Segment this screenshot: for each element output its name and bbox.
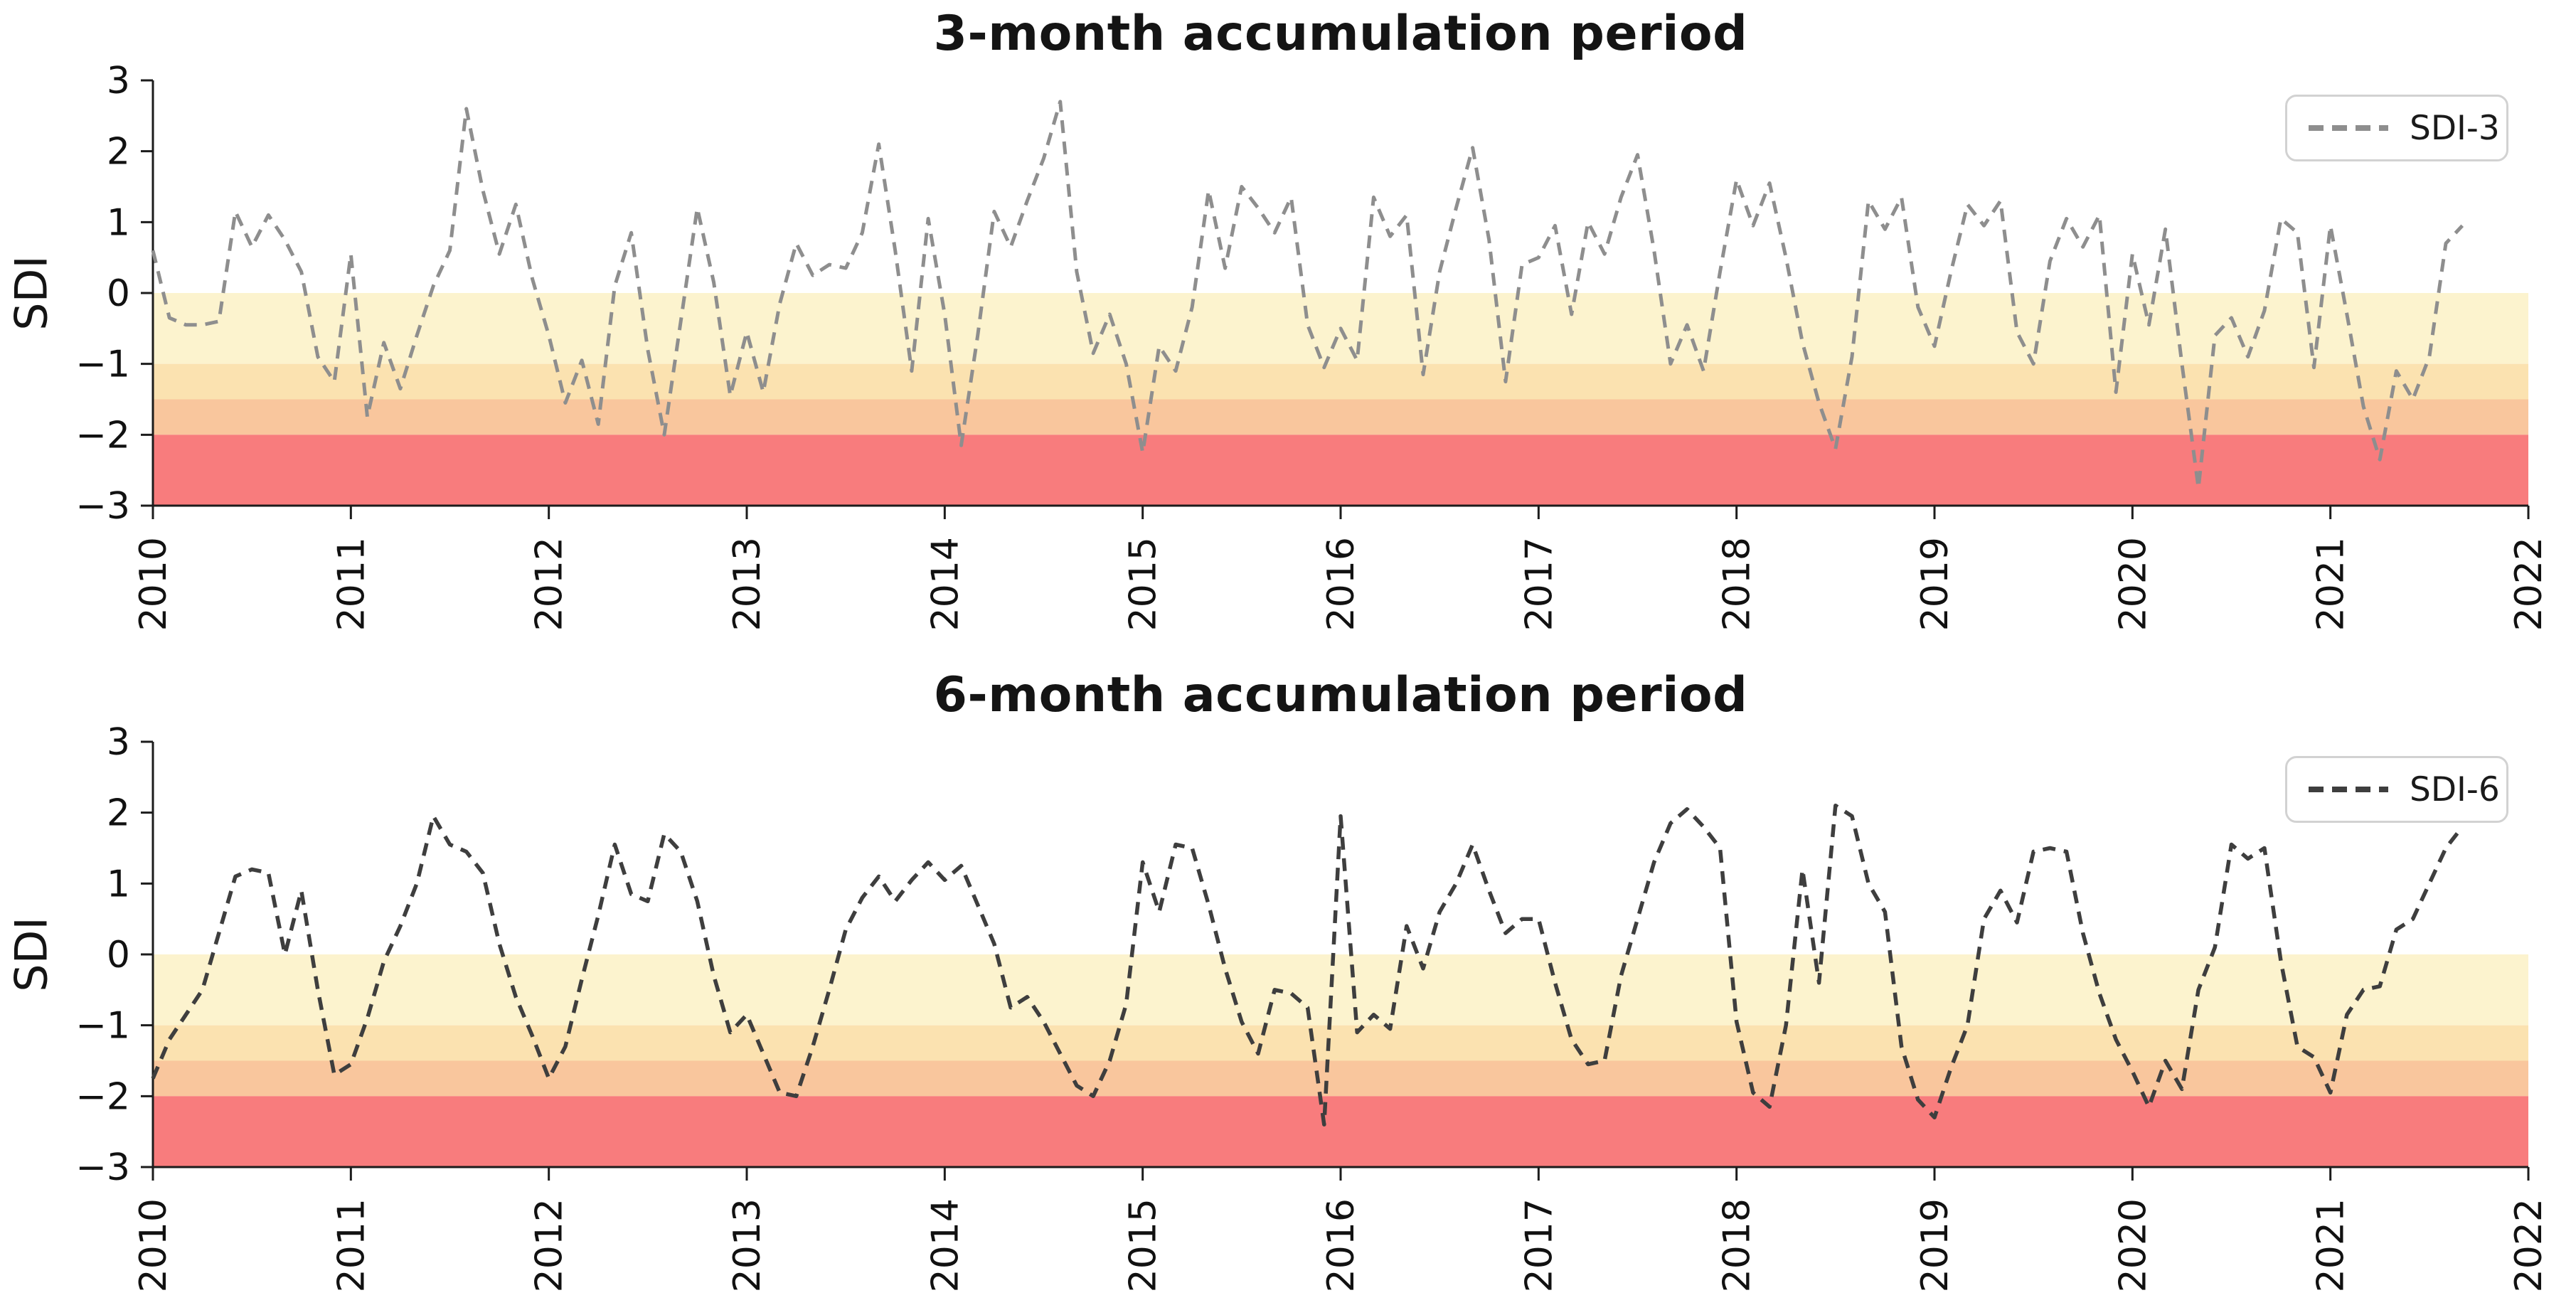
y-axis-label: SDI [5, 255, 58, 331]
legend-dashed-line-icon [2309, 125, 2388, 131]
drought-band [153, 363, 2528, 400]
x-tick-label: 2011 [330, 537, 373, 631]
y-tick-label: −1 [75, 344, 130, 386]
x-tick-label: 2012 [528, 537, 571, 631]
x-tick-label: 2014 [924, 1198, 967, 1292]
y-tick-label: −2 [75, 1075, 130, 1118]
x-tick-label: 2010 [132, 537, 175, 631]
y-tick-label: 3 [107, 721, 130, 764]
y-tick-label: 2 [107, 131, 130, 174]
x-tick-label: 2017 [1518, 1198, 1560, 1292]
drought-band [153, 1096, 2528, 1167]
x-tick-label: 2015 [1122, 537, 1165, 631]
y-tick-label: 1 [107, 201, 130, 244]
y-tick-label: 2 [107, 792, 130, 835]
chart-title: 3-month accumulation period [933, 6, 1748, 62]
sdi-series-line [151, 803, 2464, 1127]
y-tick-label: 3 [107, 60, 130, 102]
x-tick-label: 2021 [2310, 1198, 2353, 1292]
x-tick-label: 2012 [528, 1198, 571, 1292]
y-tick-label: 1 [107, 863, 130, 905]
sdi-series-line [151, 100, 2464, 490]
x-tick-label: 2016 [1320, 537, 1363, 631]
chart-title: 6-month accumulation period [933, 667, 1748, 723]
x-tick-label: 2022 [2508, 1198, 2550, 1292]
x-tick-label: 2020 [2112, 537, 2154, 631]
x-tick-label: 2019 [1914, 537, 1957, 631]
legend-label: SDI-6 [2410, 770, 2500, 809]
drought-band [153, 1025, 2528, 1061]
drought-band [153, 1060, 2528, 1097]
x-tick-label: 2019 [1914, 1198, 1957, 1292]
y-tick-label: −2 [75, 414, 130, 457]
x-tick-label: 2014 [924, 537, 967, 631]
chart-sdi3: 3 2 1 0 −1 −2 −3 2010 2011 2012 2013 2014 2015 2016 20… [0, 0, 2576, 649]
legend: SDI-3 [2285, 95, 2508, 161]
y-tick-label: −3 [75, 485, 130, 528]
legend: SDI-6 [2285, 756, 2508, 823]
x-tick-label: 2020 [2112, 1198, 2154, 1292]
drought-band [153, 954, 2528, 1026]
x-tick-label: 2010 [132, 1198, 175, 1292]
x-tick-label: 2015 [1122, 1198, 1165, 1292]
y-tick-label: −3 [75, 1146, 130, 1189]
chart-sdi6: 3 2 1 0 −1 −2 −3 2010 2011 2012 2013 2014 2015 2016 20… [0, 661, 2576, 1310]
x-tick-label: 2021 [2310, 537, 2353, 631]
x-tick-label: 2013 [726, 1198, 769, 1292]
x-tick-label: 2022 [2508, 537, 2550, 631]
y-axis-label: SDI [5, 917, 58, 992]
x-tick-label: 2018 [1716, 537, 1759, 631]
x-tick-label: 2017 [1518, 537, 1560, 631]
drought-band [153, 399, 2528, 435]
y-tick-label: −1 [75, 1005, 130, 1048]
x-tick-label: 2013 [726, 537, 769, 631]
x-tick-label: 2016 [1320, 1198, 1363, 1292]
legend-label: SDI-3 [2410, 108, 2500, 148]
x-tick-label: 2011 [330, 1198, 373, 1292]
legend-dashed-line-icon [2309, 787, 2388, 792]
x-tick-label: 2018 [1716, 1198, 1759, 1292]
y-tick-label: 0 [107, 934, 130, 976]
y-tick-label: 0 [107, 272, 130, 315]
drought-band [153, 435, 2528, 506]
